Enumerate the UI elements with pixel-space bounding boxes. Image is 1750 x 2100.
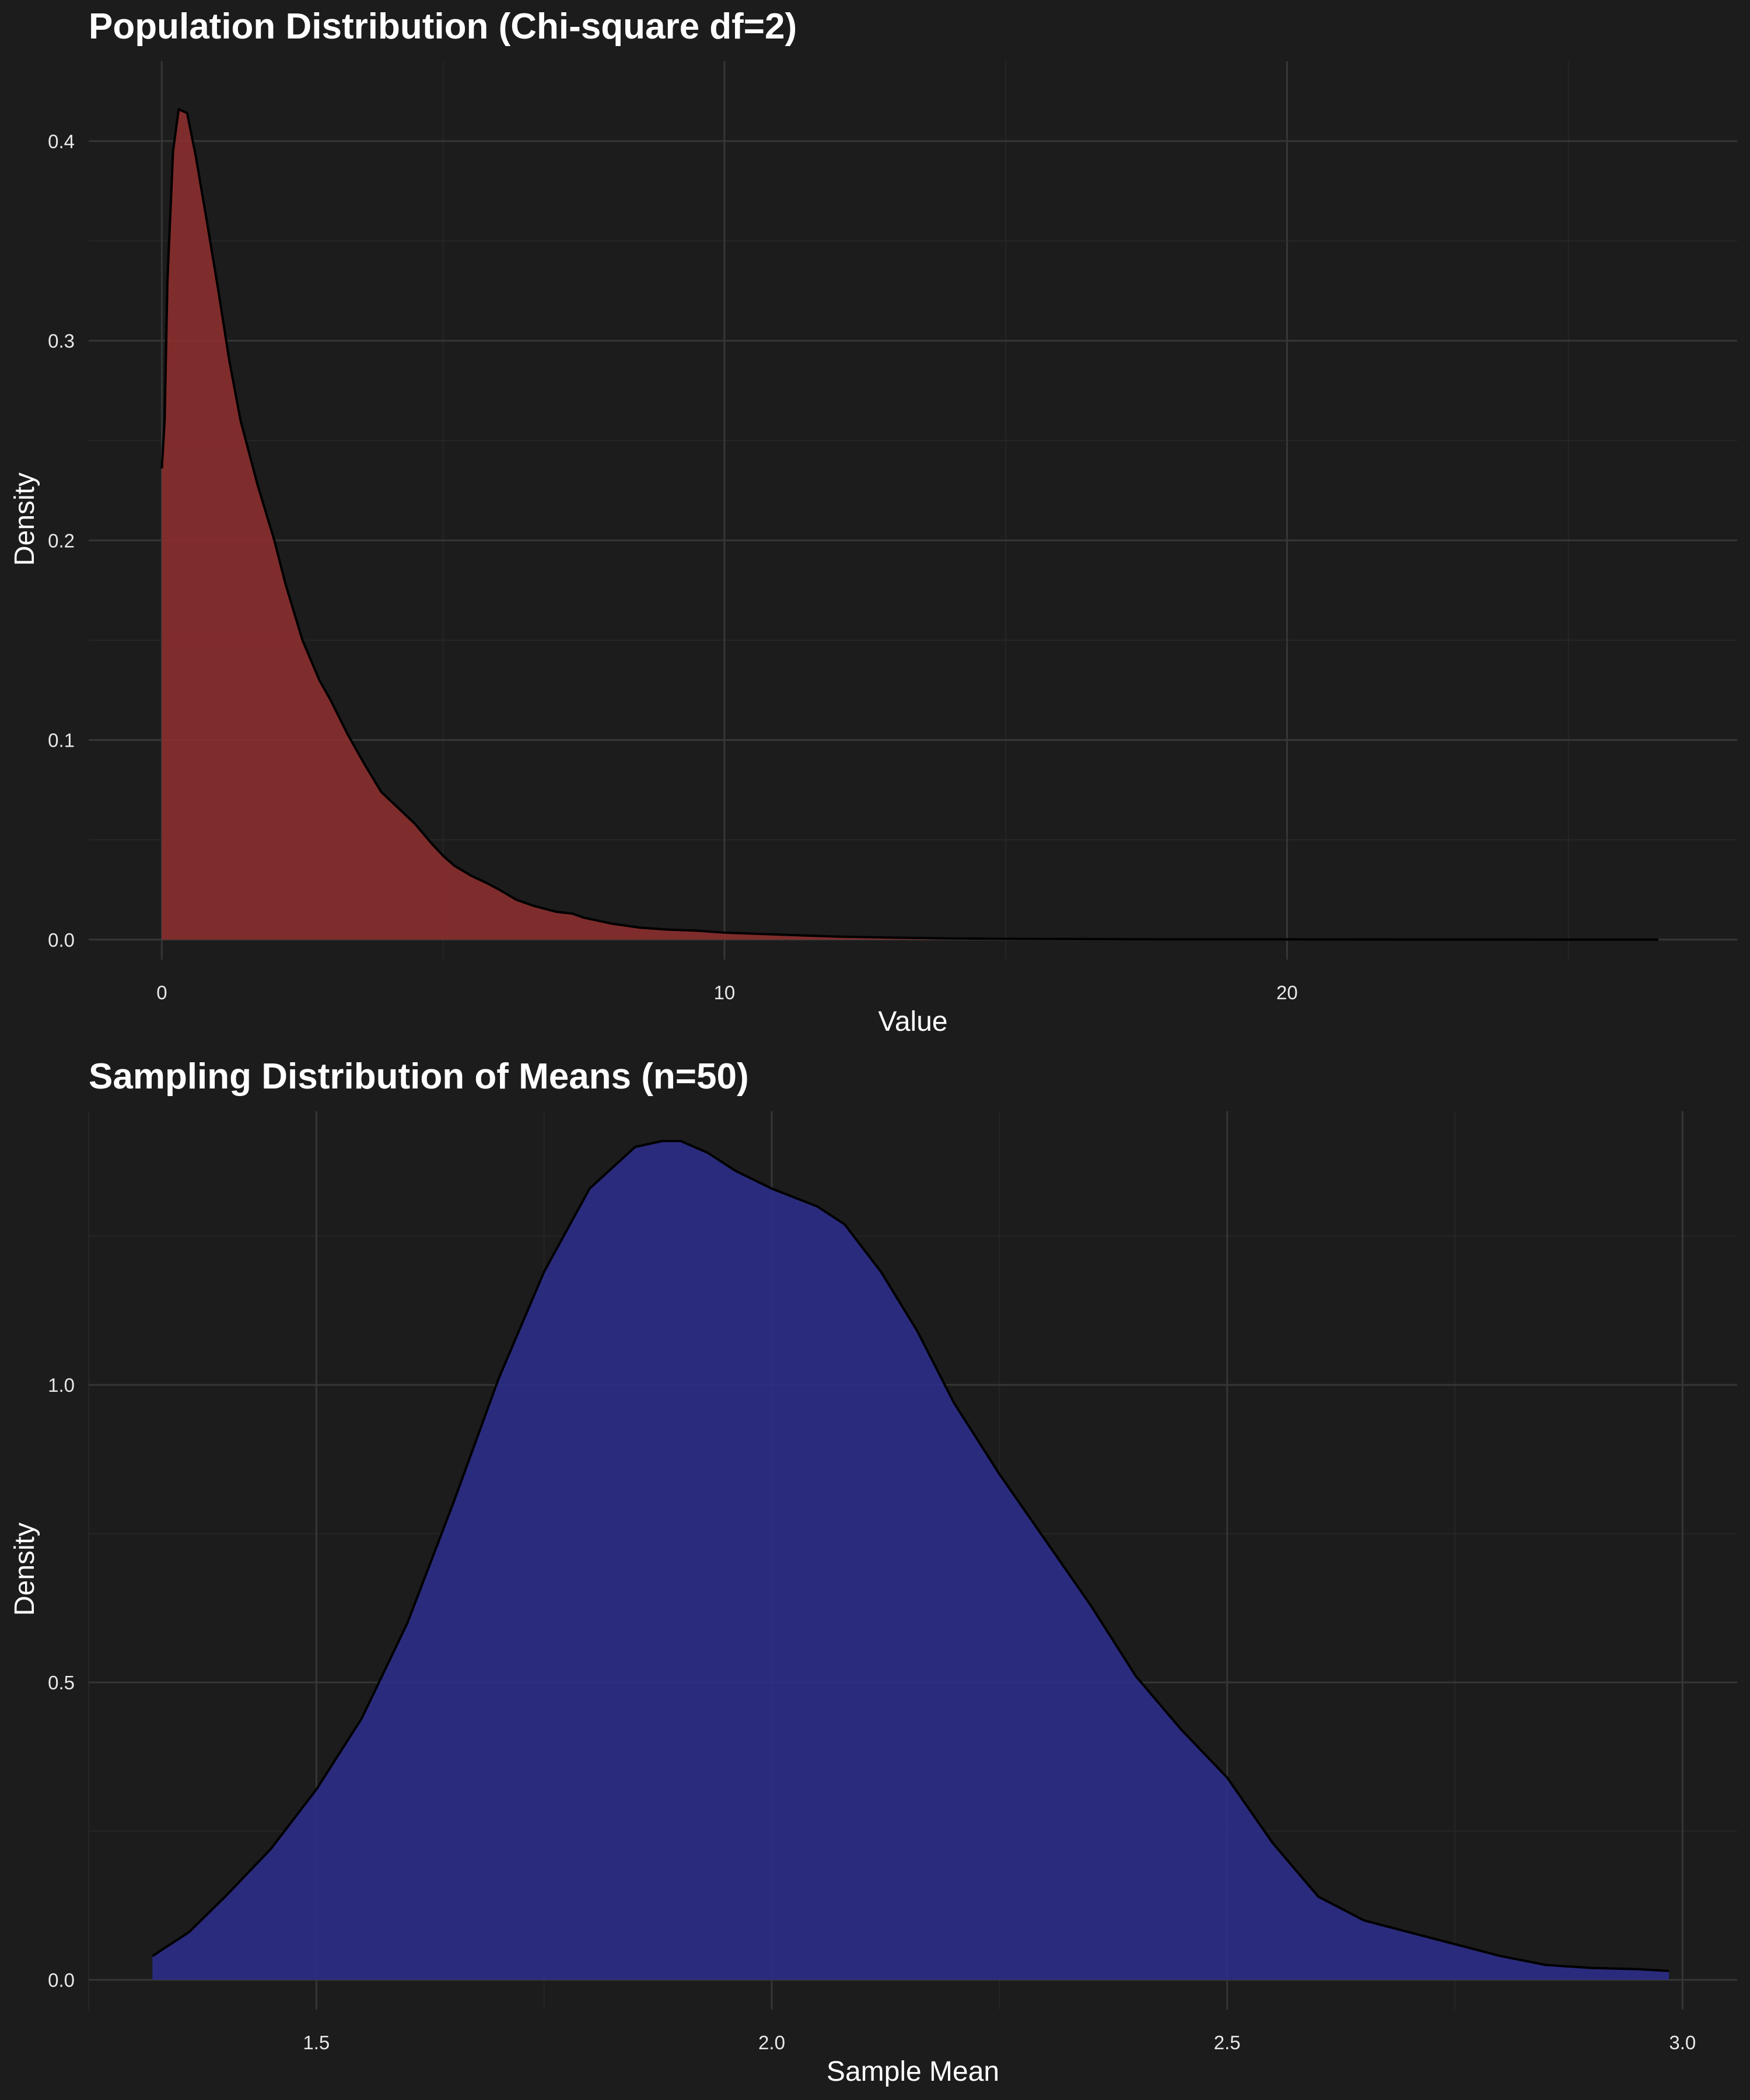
sampling-chart-title: Sampling Distribution of Means (n=50) [89, 1056, 749, 1097]
population-chart-title: Population Distribution (Chi-square df=2… [89, 6, 797, 47]
sampling-density-fill [152, 1140, 1669, 1980]
x-tick-label: 3.0 [1669, 2032, 1696, 2053]
x-tick-label: 20 [1276, 982, 1298, 1003]
x-tick-label: 2.0 [758, 2032, 785, 2053]
sampling-y-tick-labels: 0.0 0.5 1.0 [48, 1374, 75, 1991]
sampling-x-tick-labels: 1.5 2.0 2.5 3.0 [303, 2032, 1696, 2053]
population-y-axis-label: Density [9, 473, 40, 566]
x-tick-label: 0 [156, 982, 167, 1003]
sampling-density-line [152, 1139, 1670, 1972]
population-x-tick-labels: 0 10 20 [156, 982, 1298, 1003]
y-tick-label: 0.3 [48, 330, 75, 352]
sampling-x-axis-label: Sample Mean [827, 2056, 999, 2087]
sampling-density-chart: Sampling Distribution of Means (n=50) 0.… [9, 1056, 1737, 2087]
x-tick-label: 2.5 [1214, 2032, 1241, 2053]
y-tick-label: 1.0 [48, 1374, 75, 1396]
population-density-line [160, 108, 1658, 941]
population-density-area [160, 108, 1658, 941]
population-x-axis-label: Value [878, 1006, 947, 1037]
y-tick-label: 0.5 [48, 1672, 75, 1693]
y-tick-label: 0.0 [48, 929, 75, 951]
sampling-y-axis-label: Density [9, 1522, 40, 1616]
y-tick-label: 0.1 [48, 730, 75, 751]
sampling-density-area [152, 1139, 1670, 1980]
x-tick-label: 1.5 [303, 2032, 330, 2053]
population-density-chart: Population Distribution (Chi-square df=2… [9, 6, 1737, 1037]
y-tick-label: 0.0 [48, 1969, 75, 1991]
x-tick-label: 10 [714, 982, 736, 1003]
y-tick-label: 0.4 [48, 131, 75, 152]
population-density-fill [162, 109, 1658, 940]
y-tick-label: 0.2 [48, 530, 75, 551]
population-y-tick-labels: 0.0 0.1 0.2 0.3 0.4 [48, 131, 75, 951]
